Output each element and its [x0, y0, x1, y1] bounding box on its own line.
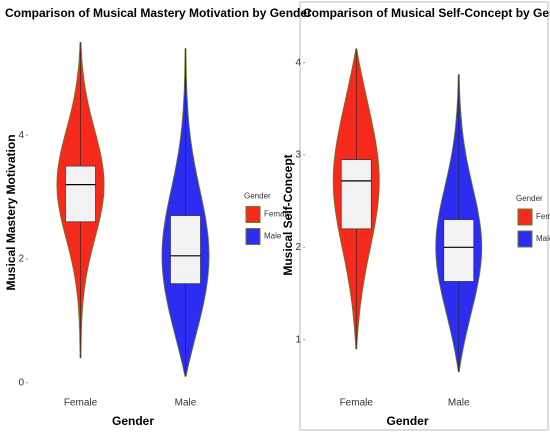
y-axis-label: Musical Self-Concept — [281, 154, 295, 275]
legend-key — [245, 206, 261, 223]
legend-label: Female — [536, 212, 550, 221]
x-axis-label: Gender — [386, 414, 428, 428]
y-tick-label: 0 — [18, 377, 24, 388]
y-tick-label: 4 — [18, 130, 24, 141]
x-axis-label: Gender — [112, 414, 154, 428]
box — [340, 159, 372, 230]
y-axis-label: Musical Mastery Motivation — [4, 134, 18, 290]
y-tick-label: 2 — [295, 242, 301, 253]
legend-key — [245, 228, 261, 245]
legend-key — [517, 230, 533, 248]
box — [443, 219, 475, 282]
legend-key — [517, 208, 533, 226]
panel-frame — [299, 1, 549, 431]
x-tick-label: Male — [448, 398, 470, 409]
legend-title: Gender — [244, 192, 271, 201]
chart-title: Comparison of Musical Mastery Motivation… — [5, 6, 312, 20]
y-tick-label: 2 — [18, 254, 24, 265]
x-tick-label: Male — [175, 398, 197, 409]
x-tick-label: Female — [340, 398, 374, 409]
legend-label: Male — [264, 232, 282, 241]
y-tick-label: 4 — [295, 57, 301, 68]
box — [65, 165, 96, 223]
legend-label: Male — [536, 234, 550, 243]
legend-title: Gender — [516, 194, 543, 203]
x-tick-label: Female — [64, 398, 98, 409]
y-tick-label: 1 — [295, 334, 301, 345]
chart-title: Comparison of Musical Self-Concept by Ge… — [303, 6, 550, 20]
box — [170, 215, 201, 284]
legend-label: Female — [264, 210, 291, 219]
y-tick-label: 3 — [295, 150, 301, 161]
